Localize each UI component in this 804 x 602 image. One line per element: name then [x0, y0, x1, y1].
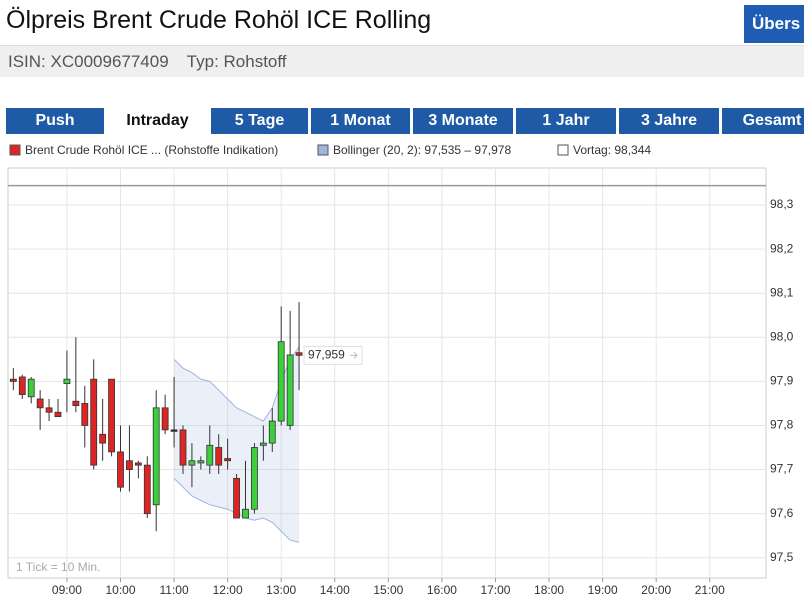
tab-bar: Push Intraday 5 Tage 1 Monat 3 Monate 1 Jahr 3… — [6, 108, 804, 134]
tab[interactable]: 1 Monat — [311, 108, 410, 134]
candle-body — [170, 429, 178, 432]
legend-label: Bollinger (20, 2): 97,535 – 97,978 — [333, 143, 511, 157]
candle-body — [152, 407, 160, 506]
y-tick-label: 98,0 — [770, 329, 794, 343]
last-price-pointer — [350, 352, 358, 359]
x-tick-label: 14:00 — [320, 583, 350, 597]
legend-swatch — [9, 144, 21, 156]
x-tick-label: 18:00 — [534, 583, 564, 597]
x-tick-label: 17:00 — [480, 583, 510, 597]
candle-body — [45, 407, 53, 413]
candle-body — [81, 403, 89, 426]
tab[interactable]: 5 Tage — [211, 108, 308, 134]
tab[interactable]: 1 Jahr — [516, 108, 616, 134]
candle-body — [268, 420, 276, 444]
y-tick-label: 98,1 — [770, 285, 794, 299]
x-tick-label: 11:00 — [159, 583, 188, 597]
candle-body — [90, 378, 98, 466]
y-tick-label: 97,6 — [770, 506, 794, 520]
candle-body — [126, 460, 133, 470]
candle-body — [242, 508, 249, 519]
last-price-box — [303, 345, 363, 365]
candle-body — [108, 378, 115, 453]
info-bar: ISIN: XC0009677409 Typ: Rohstoff — [0, 45, 804, 77]
x-tick-label: 12:00 — [213, 583, 243, 597]
candle-body — [54, 411, 62, 418]
legend-label: Vortag: 98,344 — [573, 143, 651, 157]
tab[interactable]: Gesamt — [722, 108, 804, 134]
candle-body — [9, 378, 17, 382]
y-tick-label: 97,7 — [770, 462, 794, 476]
candle-body — [206, 444, 214, 466]
x-tick-label: 10:00 — [105, 583, 135, 597]
y-tick-label: 98,3 — [770, 197, 794, 211]
tab[interactable]: Push — [6, 108, 104, 134]
x-tick-label: 20:00 — [641, 583, 671, 597]
plot-area — [7, 167, 767, 579]
x-tick-label: 19:00 — [588, 583, 618, 597]
tab[interactable]: 3 Jahre — [619, 108, 719, 134]
legend-swatch — [557, 144, 569, 156]
candle-body — [27, 378, 35, 398]
type: Typ: Rohstoff — [186, 52, 287, 71]
x-tick-label: 16:00 — [427, 583, 457, 597]
y-tick-label: 98,2 — [770, 241, 794, 255]
candle-body — [286, 354, 294, 426]
candle-body — [36, 398, 44, 409]
y-tick-label: 97,5 — [770, 550, 794, 564]
candle-body — [251, 447, 258, 510]
candle-body — [72, 400, 80, 407]
candle-body — [161, 407, 169, 431]
last-price-label: 97,959 — [308, 348, 345, 362]
candle-body — [233, 477, 240, 519]
x-tick-label: 15:00 — [373, 583, 403, 597]
x-tick-label: 13:00 — [266, 583, 296, 597]
page-title: Ölpreis Brent Crude Rohöl ICE Rolling — [6, 6, 432, 34]
candle-body — [188, 460, 196, 466]
candle-body — [179, 429, 187, 466]
candle-body — [99, 433, 107, 444]
x-tick-label: 21:00 — [695, 583, 725, 597]
overview-button[interactable]: Übers — [744, 5, 804, 43]
candle-body — [215, 447, 223, 466]
y-tick-label: 97,9 — [770, 374, 794, 388]
candle-body — [259, 442, 267, 446]
candle-body — [277, 341, 285, 422]
legend-swatch — [317, 144, 329, 156]
bollinger-area — [174, 346, 300, 543]
note: 1 Tick = 10 Min. — [16, 560, 100, 574]
tab[interactable]: Intraday — [107, 108, 208, 134]
tab[interactable]: 3 Monate — [413, 108, 513, 134]
candle-body — [117, 451, 124, 488]
y-tick-label: 97,8 — [770, 418, 794, 432]
isin: ISIN: XC0009677409 — [8, 52, 169, 71]
candle-body — [224, 458, 232, 462]
candle-body — [134, 462, 142, 466]
candle-body — [143, 464, 151, 515]
candle-body — [63, 378, 71, 384]
x-tick-label: 09:00 — [52, 583, 82, 597]
candle-body — [18, 376, 26, 396]
legend-label: Brent Crude Rohöl ICE ... (Rohstoffe Ind… — [25, 143, 278, 157]
candle-body — [197, 460, 205, 464]
grid — [7, 167, 767, 579]
candle-body — [295, 352, 303, 356]
